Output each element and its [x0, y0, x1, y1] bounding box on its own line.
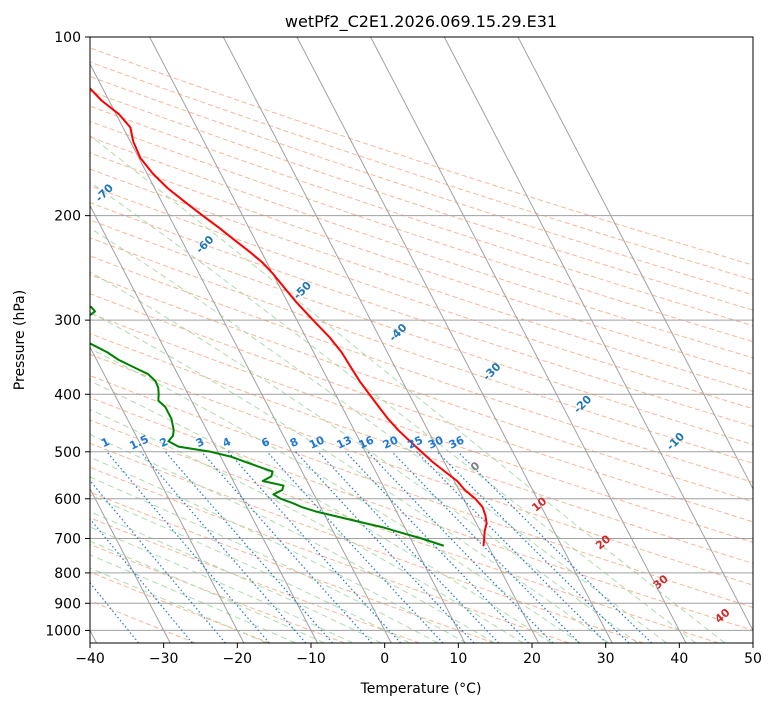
moist-adiabat-line [90, 227, 667, 643]
x-tick-label: −10 [296, 651, 326, 667]
x-tick-label: 20 [523, 651, 541, 667]
x-axis: −40 −30 −20 −10 0 10 20 30 40 50 [75, 643, 762, 667]
isotherm-line [296, 37, 613, 643]
mixing-ratio-line [317, 451, 500, 643]
dry-adiabat-line [90, 105, 753, 327]
x-tick-label: 30 [597, 651, 615, 667]
dry-adiabat-line [90, 61, 753, 281]
y-axis: 100 200 300 400 500 600 700 800 900 1000 [45, 30, 90, 639]
dry-adiabat-line [90, 185, 753, 410]
dewpoint-profile-line [90, 305, 445, 547]
x-tick-label: 10 [449, 651, 467, 667]
mixing-ratio-line [90, 479, 226, 643]
dry-adiabat-line [90, 219, 753, 446]
mixing-ratio-label: 10 [307, 433, 327, 451]
mixing-ratio-label: 13 [334, 433, 353, 451]
y-axis-label: Pressure (hPa) [12, 290, 28, 390]
mixing-ratio-label: 16 [357, 433, 377, 451]
mixing-ratio-line [295, 451, 475, 643]
mixing-ratio-line [457, 451, 653, 643]
isotherms [90, 37, 753, 643]
moist-adiabat-line [90, 348, 581, 643]
mixing-ratio-label: 20 [381, 433, 401, 451]
x-tick-label: 40 [670, 651, 688, 667]
dry-adiabat-line [90, 353, 753, 586]
isotherm-line [90, 487, 171, 643]
y-tick-label: 1000 [45, 623, 81, 639]
mixing-ratio-lines [90, 451, 653, 643]
y-tick-label: 500 [54, 445, 81, 461]
mixing-ratio-line [367, 451, 554, 643]
y-tick-label: 900 [54, 596, 81, 612]
y-tick-label: 600 [54, 492, 81, 508]
dry-adiabat-line [90, 375, 753, 608]
mixing-ratio-line [345, 451, 530, 643]
moist-adiabat-line [90, 434, 495, 643]
x-axis-label: Temperature (°C) [360, 681, 482, 697]
y-tick-label: 400 [54, 387, 81, 403]
y-tick-label: 100 [54, 30, 81, 46]
isotherm-line [222, 37, 539, 643]
y-tick-label: 800 [54, 566, 81, 582]
isotherm-line [517, 37, 753, 490]
y-tick-label: 300 [54, 313, 81, 329]
dry-adiabat-line [90, 274, 753, 503]
plot-frame [89, 36, 754, 644]
y-tick-label: 700 [54, 532, 81, 548]
dry-adiabat-line [90, 419, 719, 643]
dry-adiabat-line [90, 333, 753, 564]
x-tick-label: −30 [149, 651, 179, 667]
mixing-ratio-label: 30 [426, 433, 446, 451]
temperature-profile-line [90, 87, 488, 546]
mixing-ratio-label: 25 [406, 433, 425, 451]
isotherm-line [90, 204, 318, 643]
dry-adiabat-line [90, 136, 753, 359]
x-tick-label: 50 [744, 651, 762, 667]
isotherm-line [149, 37, 466, 643]
dry-adiabat-line [90, 152, 753, 376]
moist-adiabat-line [90, 540, 325, 643]
x-tick-label: 0 [380, 651, 389, 667]
mixing-ratio-line [164, 451, 334, 643]
y-tick-label: 200 [54, 209, 81, 225]
chart-title: wetPf2_C2E1.2026.069.15.29.E31 [285, 12, 557, 32]
moist-adiabat-line [90, 456, 467, 643]
mixing-ratio-line [416, 451, 607, 643]
plot-area [90, 37, 753, 643]
mixing-ratio-line [391, 451, 580, 643]
isotherm-line [90, 346, 245, 643]
moist-adiabats [90, 135, 726, 643]
dry-adiabat-line [90, 293, 753, 523]
profile-series [90, 87, 488, 547]
dry-adiabat-line [90, 120, 753, 343]
moist-adiabat-line [90, 408, 524, 643]
moist-adiabat-line [90, 311, 610, 643]
x-tick-label: −40 [75, 651, 105, 667]
isotherm-line [90, 62, 392, 643]
isotherm-line [443, 37, 753, 632]
isotherm-line [370, 37, 687, 643]
dry-adiabat-line [90, 255, 753, 483]
moist-adiabat-line [90, 271, 638, 643]
moist-adiabat-line [90, 476, 439, 643]
moist-adiabat-line [90, 526, 354, 643]
mixing-ratio-line [266, 451, 444, 643]
mixing-ratio-line [201, 451, 373, 643]
moist-adiabat-line [90, 494, 410, 643]
mixing-ratio-label: 36 [447, 433, 467, 451]
moist-adiabat-line [90, 181, 696, 643]
x-tick-label: −20 [223, 651, 253, 667]
